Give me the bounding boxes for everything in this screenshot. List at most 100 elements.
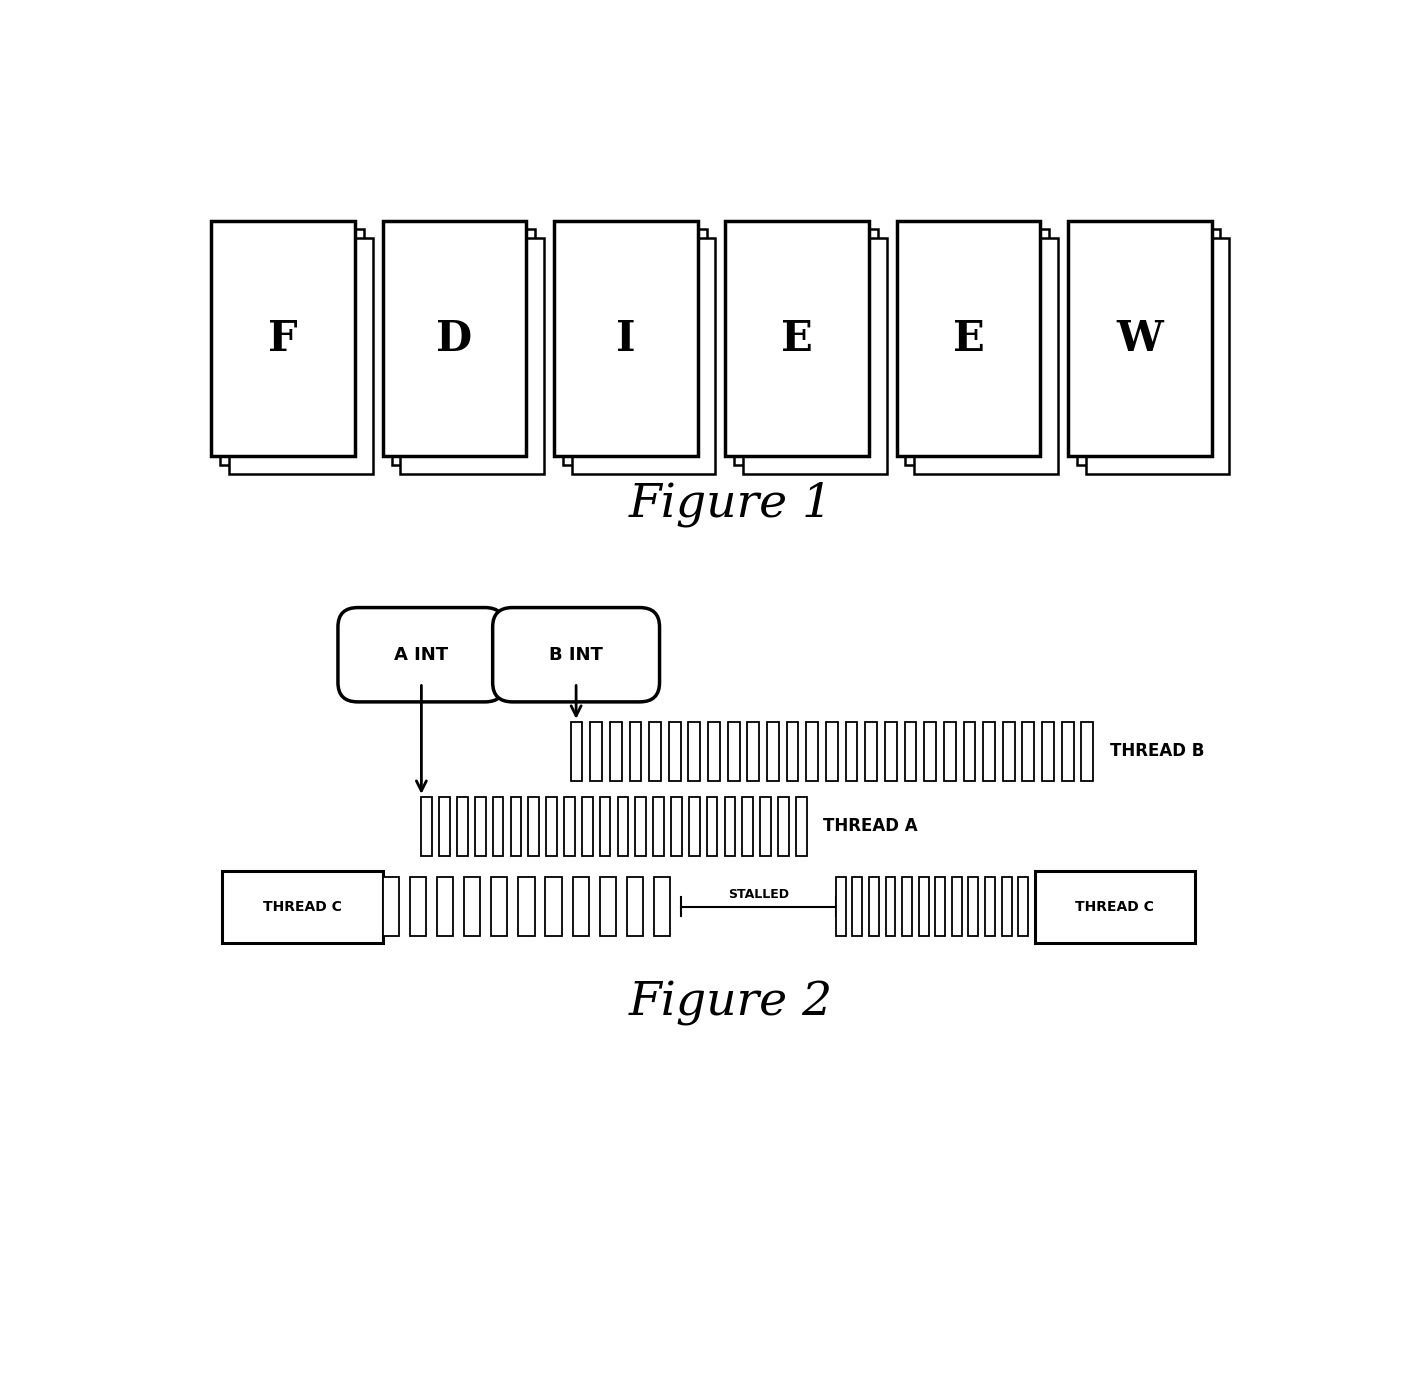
Bar [853, 877, 863, 935]
Bar [629, 721, 642, 781]
Bar [964, 721, 975, 781]
Text: Figure 1: Figure 1 [629, 482, 833, 528]
Bar [866, 721, 877, 781]
Bar [726, 221, 868, 457]
Bar [918, 877, 928, 935]
Bar [439, 796, 451, 856]
Bar [1035, 871, 1195, 942]
Bar [463, 877, 481, 935]
Bar [590, 721, 602, 781]
Bar [743, 238, 887, 473]
Bar [222, 871, 382, 942]
Bar [491, 877, 508, 935]
Bar [734, 230, 878, 465]
Bar [985, 877, 995, 935]
Bar [546, 796, 558, 856]
Text: E: E [953, 317, 984, 359]
Bar [627, 877, 643, 935]
Text: F: F [268, 317, 298, 359]
Bar [944, 721, 955, 781]
Bar [573, 877, 589, 935]
Bar [475, 796, 486, 856]
Bar [617, 796, 629, 856]
Bar [886, 721, 897, 781]
Bar [904, 721, 917, 781]
Bar [1022, 721, 1034, 781]
Bar [600, 796, 610, 856]
Bar [649, 721, 662, 781]
Bar [886, 877, 896, 935]
Bar [935, 877, 945, 935]
Bar [565, 796, 575, 856]
Bar [529, 796, 539, 856]
Bar [924, 721, 935, 781]
Bar [401, 238, 545, 473]
Bar [836, 877, 846, 935]
Bar [846, 721, 857, 781]
Text: D: D [436, 317, 472, 359]
Bar [747, 721, 759, 781]
Text: I: I [616, 317, 636, 359]
Bar [422, 796, 432, 856]
Bar [1077, 230, 1221, 465]
Bar [636, 796, 646, 856]
Bar [1042, 721, 1054, 781]
Bar [600, 877, 616, 935]
Bar [458, 796, 468, 856]
Bar [689, 721, 700, 781]
Bar [787, 721, 799, 781]
Bar [669, 721, 680, 781]
Bar [707, 796, 717, 856]
Bar [230, 238, 372, 473]
Bar [653, 796, 665, 856]
Text: Figure 2: Figure 2 [629, 980, 833, 1026]
Bar [1085, 238, 1229, 473]
Bar [220, 230, 364, 465]
FancyBboxPatch shape [492, 607, 660, 702]
Bar [868, 877, 878, 935]
Bar [897, 221, 1041, 457]
Bar [903, 877, 913, 935]
FancyBboxPatch shape [338, 607, 505, 702]
Bar [392, 230, 535, 465]
Bar [382, 877, 399, 935]
Bar [672, 796, 682, 856]
Bar [1018, 877, 1028, 935]
Bar [409, 877, 426, 935]
Bar [760, 796, 771, 856]
Bar [779, 796, 789, 856]
Bar [572, 238, 716, 473]
Bar [518, 877, 535, 935]
Bar [511, 796, 522, 856]
Text: THREAD B: THREAD B [1109, 742, 1205, 760]
Bar [914, 238, 1058, 473]
Bar [1081, 721, 1094, 781]
Bar [767, 721, 779, 781]
Bar [1068, 221, 1212, 457]
Text: A INT: A INT [395, 646, 448, 664]
Bar [546, 877, 562, 935]
Bar [582, 796, 593, 856]
Text: STALLED: STALLED [727, 888, 789, 901]
Bar [563, 230, 706, 465]
Bar [493, 796, 503, 856]
Bar [727, 721, 740, 781]
Text: THREAD A: THREAD A [823, 817, 917, 835]
Bar [968, 877, 978, 935]
Bar [724, 796, 736, 856]
Bar [709, 721, 720, 781]
Bar [983, 721, 995, 781]
Text: E: E [781, 317, 813, 359]
Bar [655, 877, 670, 935]
Bar [826, 721, 838, 781]
Bar [1001, 877, 1011, 935]
Bar [570, 721, 582, 781]
Bar [1002, 721, 1015, 781]
Bar [436, 877, 453, 935]
Bar [796, 796, 807, 856]
Bar [906, 230, 1050, 465]
Bar [689, 796, 700, 856]
Bar [806, 721, 819, 781]
Bar [1062, 721, 1074, 781]
Bar [610, 721, 622, 781]
